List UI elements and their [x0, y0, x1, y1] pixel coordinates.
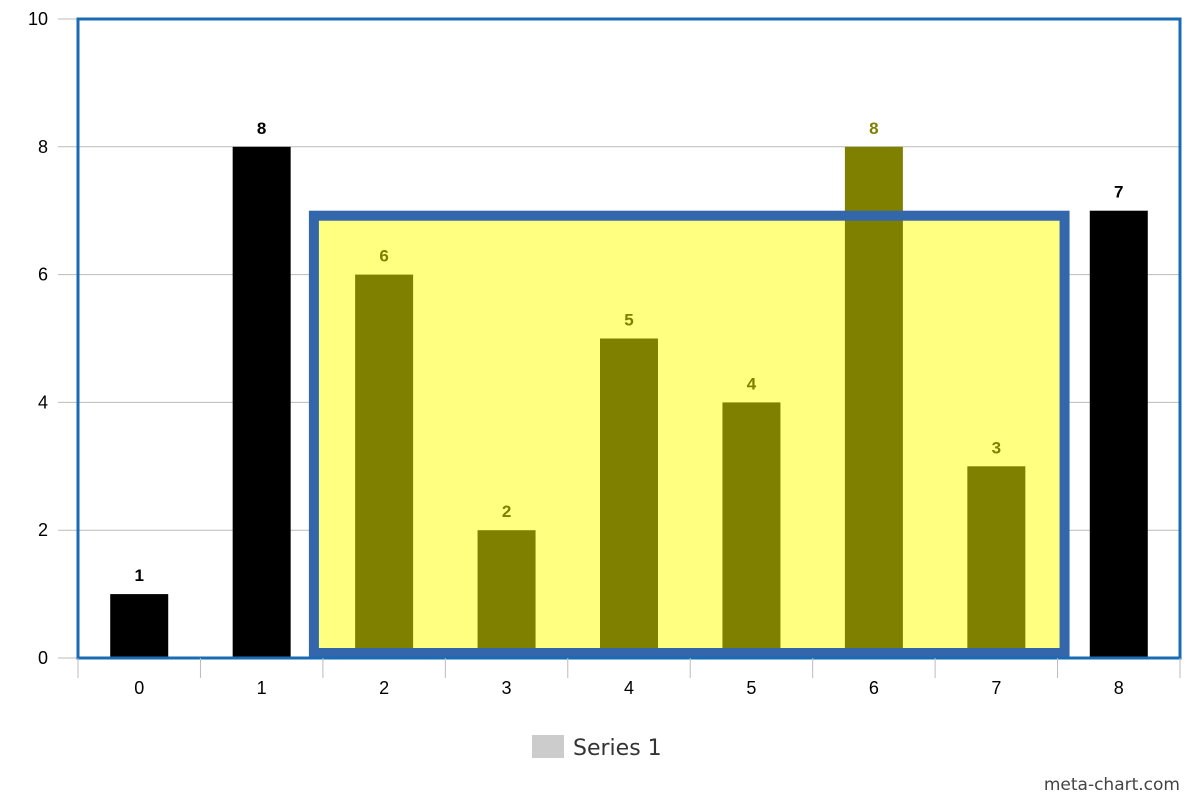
bar — [1089, 210, 1148, 658]
plot-frame — [76, 17, 1182, 660]
data-label: 2 — [502, 502, 511, 521]
data-label: 6 — [379, 247, 388, 266]
y-tick-label: 2 — [38, 520, 48, 540]
credit-text: meta-chart.com — [1044, 775, 1180, 795]
overlay-layer — [76, 17, 1182, 660]
data-label: 8 — [257, 119, 266, 138]
data-label: 3 — [992, 438, 1001, 457]
x-tick-label: 6 — [869, 678, 879, 698]
data-label: 1 — [134, 566, 143, 585]
bar — [722, 402, 781, 658]
x-tick-label: 5 — [746, 678, 756, 698]
axis-layer: 0 2 4 6 8 10 0 1 2 3 4 5 6 7 8 — [28, 9, 1181, 698]
y-tick-label: 6 — [38, 265, 48, 285]
x-tick-label: 7 — [991, 678, 1001, 698]
highlight-fill — [313, 215, 1065, 653]
data-label: 5 — [624, 311, 633, 330]
y-tick-label: 8 — [38, 137, 48, 157]
x-tick-label: 0 — [134, 678, 144, 698]
x-tick-label: 4 — [624, 678, 634, 698]
y-tick-label: 4 — [38, 392, 48, 412]
data-label: 8 — [869, 119, 878, 138]
y-tick-label: 10 — [28, 9, 48, 29]
bar — [355, 274, 414, 658]
highlight-border — [308, 210, 1070, 658]
legend-swatch[interactable] — [532, 735, 564, 758]
y-tick-label: 0 — [38, 648, 48, 668]
highlight-layer — [313, 215, 1065, 653]
legend[interactable]: Series 1 — [532, 735, 662, 761]
data-label: 4 — [747, 374, 757, 393]
bar — [110, 594, 169, 658]
bars-layer — [110, 146, 1148, 659]
x-tick-label: 2 — [379, 678, 389, 698]
x-tick-label: 1 — [257, 678, 267, 698]
bar — [844, 146, 903, 659]
labels-layer: 1 8 6 2 5 4 8 3 7 — [134, 119, 1123, 585]
x-tick-label: 3 — [502, 678, 512, 698]
bar — [477, 530, 536, 658]
legend-label[interactable]: Series 1 — [573, 736, 662, 761]
x-tick-label: 8 — [1114, 678, 1124, 698]
bar — [232, 146, 291, 659]
bar — [967, 466, 1026, 658]
bar — [600, 338, 658, 658]
data-label: 7 — [1114, 183, 1123, 202]
